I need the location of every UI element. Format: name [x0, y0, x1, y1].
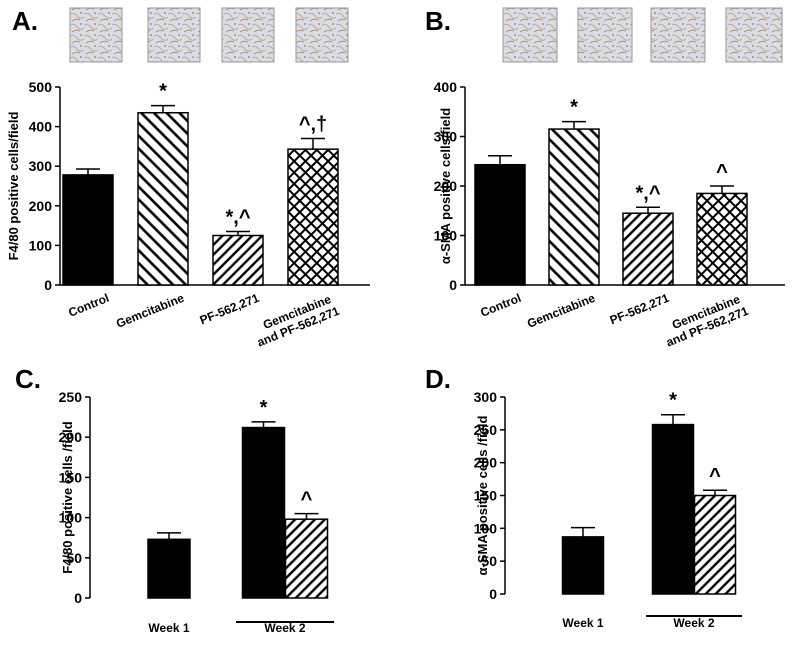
panel-title: C.: [15, 364, 41, 394]
thumbnail: [295, 7, 349, 63]
bar: [212, 234, 264, 286]
annotation: ^: [709, 465, 721, 487]
y-tick-label: 0: [449, 277, 457, 293]
chart: C. F4/80 positive cells /field 0 50 100 150 20…: [15, 364, 334, 635]
bar: [561, 536, 605, 595]
thumbnail: [221, 7, 275, 63]
bar: [474, 163, 526, 286]
y-tick-label: 300: [434, 129, 458, 145]
bar: [287, 148, 339, 286]
panel-title: A.: [12, 6, 38, 36]
bar: [147, 538, 191, 599]
bar: [241, 426, 286, 599]
y-tick-label: 300: [29, 158, 53, 174]
x-tick-label: Control: [66, 291, 111, 320]
bar: [651, 423, 695, 595]
y-tick-label: 100: [434, 228, 458, 244]
thumbnail: [650, 7, 706, 63]
y-tick-label: 200: [474, 455, 498, 471]
y-tick-label: 300: [474, 389, 498, 405]
y-tick-label: 200: [59, 429, 83, 445]
annotation: *: [159, 81, 167, 103]
x-tick-label: Gemcitabine and PF-562,271: [659, 291, 751, 350]
annotation: ^,†: [299, 113, 327, 135]
x-tick-label: Week 1: [562, 616, 603, 630]
y-tick-label: 0: [74, 590, 82, 606]
annotation: ^: [716, 161, 728, 183]
y-axis-label: α-SMA positive cells /field: [475, 415, 490, 575]
bar: [622, 212, 674, 286]
annotation: *: [669, 390, 677, 412]
annotation: *: [260, 397, 268, 419]
y-tick-label: 250: [474, 422, 498, 438]
y-tick-label: 0: [44, 277, 52, 293]
x-tick-label: Week 2: [264, 621, 305, 635]
annotation: ^: [301, 489, 313, 511]
annotation: *,^: [225, 207, 250, 229]
thumbnail: [69, 7, 123, 63]
y-tick-label: 400: [434, 79, 458, 95]
panel-title: D.: [425, 364, 451, 394]
y-tick-label: 50: [481, 553, 497, 569]
panel-title: B.: [425, 6, 451, 36]
y-axis-label: F4/80 positive cells /field: [60, 421, 75, 574]
y-tick-label: 50: [66, 550, 82, 566]
bar: [62, 174, 114, 286]
bar: [693, 494, 737, 595]
thumbnails: [69, 7, 783, 63]
thumbnail: [725, 7, 783, 63]
x-tick-label: Week 1: [148, 621, 189, 635]
y-tick-label: 200: [434, 178, 458, 194]
x-tick-label: Gemcitabine: [525, 291, 597, 331]
x-tick-label: PF-562,271: [608, 291, 672, 328]
y-axis-label: F4/80 positive cells/field: [6, 112, 21, 261]
y-tick-label: 100: [29, 237, 53, 253]
x-tick-label: Control: [478, 291, 523, 320]
y-tick-label: 0: [489, 586, 497, 602]
x-tick-label: PF-562,271: [198, 291, 262, 328]
annotation: *: [570, 97, 578, 119]
x-tick-label: Week 2: [673, 616, 714, 630]
thumbnail: [147, 7, 201, 63]
y-tick-label: 150: [59, 469, 83, 485]
y-tick-label: 250: [59, 389, 83, 405]
bar: [284, 518, 329, 599]
bar: [696, 192, 748, 286]
y-tick-label: 200: [29, 198, 53, 214]
y-tick-label: 100: [474, 520, 498, 536]
bar: [137, 111, 189, 286]
annotation: *,^: [635, 182, 660, 204]
y-tick-label: 100: [59, 510, 83, 526]
x-tick-label: Gemcitabine: [114, 291, 186, 331]
thumbnail: [577, 7, 633, 63]
chart: D. α-SMA positive cells /field 0 50 100 150 20…: [425, 364, 742, 630]
y-tick-label: 150: [474, 488, 498, 504]
y-axis-label: α-SMA positive cells/field: [438, 108, 453, 264]
y-tick-label: 400: [29, 119, 53, 135]
y-tick-label: 500: [29, 79, 53, 95]
bar: [548, 128, 600, 286]
thumbnail: [502, 7, 558, 63]
x-tick-label: Gemcitabine and PF-562,271: [250, 291, 342, 350]
